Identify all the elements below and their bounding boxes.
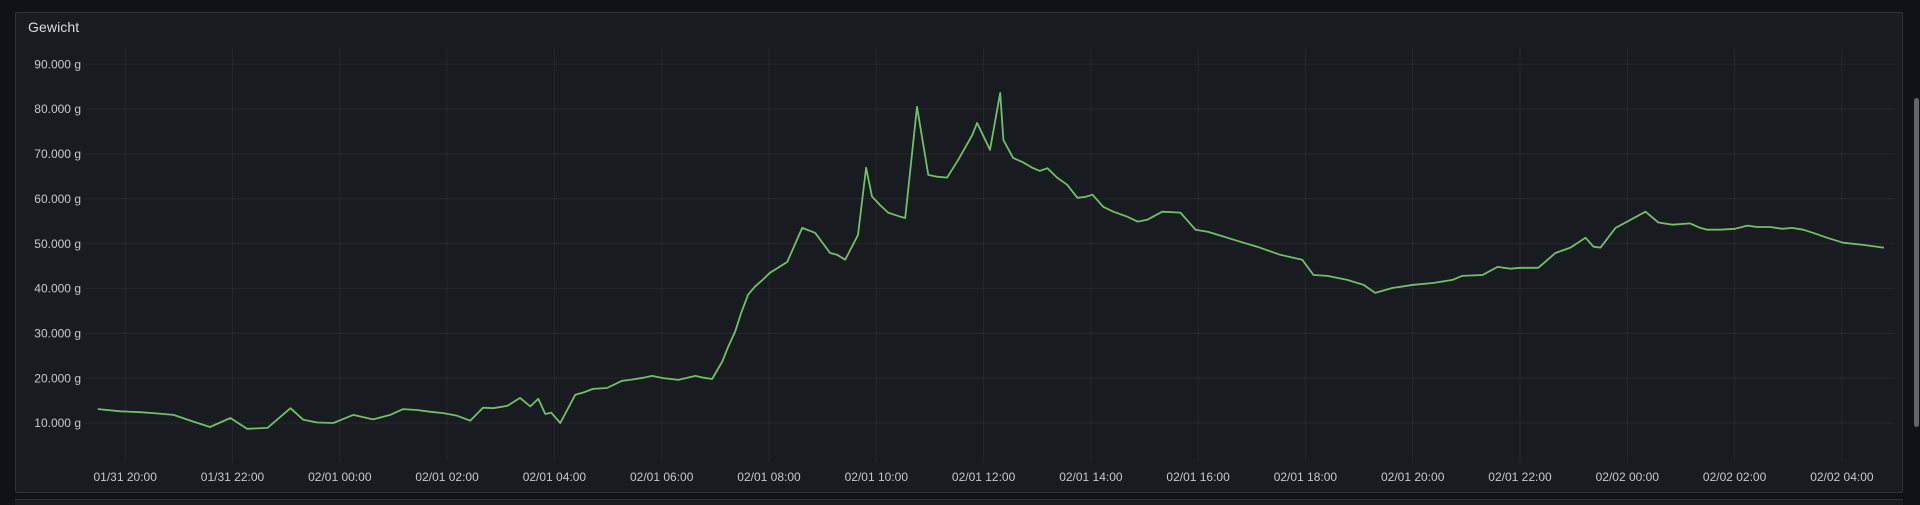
x-tick-label: 02/01 08:00: [737, 470, 801, 484]
y-tick-label: 90.000 g: [34, 57, 81, 71]
x-tick-label: 02/01 04:00: [523, 470, 587, 484]
x-tick-label: 02/02 00:00: [1596, 470, 1660, 484]
y-tick-label: 70.000 g: [34, 147, 81, 161]
y-tick-label: 40.000 g: [34, 282, 81, 296]
series-line-gewicht: [97, 92, 1885, 430]
x-tick-label: 02/01 02:00: [415, 470, 479, 484]
x-tick-label: 02/01 10:00: [845, 470, 909, 484]
weight-chart-panel: Gewicht 10.000 g 20.000 g 30.000 g 40.000 g…: [15, 12, 1903, 493]
x-tick-label: 02/01 12:00: [952, 470, 1016, 484]
x-tick-label: 02/02 04:00: [1810, 470, 1874, 484]
y-tick-label: 10.000 g: [34, 416, 81, 430]
x-tick-label: 01/31 22:00: [201, 470, 265, 484]
next-panel-top-edge: [15, 499, 1903, 505]
y-tick-label: 60.000 g: [34, 192, 81, 206]
x-tick-label: 02/01 14:00: [1059, 470, 1123, 484]
x-tick-label: 02/01 00:00: [308, 470, 372, 484]
x-tick-label: 02/01 20:00: [1381, 470, 1445, 484]
x-tick-label: 02/01 18:00: [1274, 470, 1338, 484]
x-tick-label: 02/01 22:00: [1488, 470, 1552, 484]
y-tick-label: 50.000 g: [34, 237, 81, 251]
chart-canvas[interactable]: 10.000 g 20.000 g 30.000 g 40.000 g 50.000 g…: [16, 13, 1902, 492]
y-tick-label: 30.000 g: [34, 327, 81, 341]
x-tick-label: 02/01 16:00: [1166, 470, 1230, 484]
x-tick-label: 01/31 20:00: [93, 470, 157, 484]
x-tick-label: 02/01 06:00: [630, 470, 694, 484]
y-tick-label: 20.000 g: [34, 371, 81, 385]
x-tick-label: 02/02 02:00: [1703, 470, 1767, 484]
y-tick-label: 80.000 g: [34, 102, 81, 116]
vertical-scrollbar-thumb[interactable]: [1914, 98, 1919, 427]
panel-title: Gewicht: [28, 19, 80, 35]
